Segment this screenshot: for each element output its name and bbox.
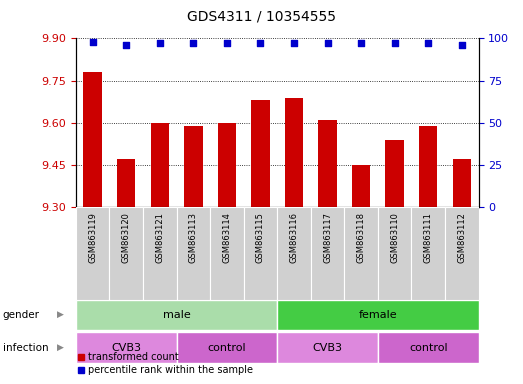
Bar bbox=[176, 207, 210, 300]
Point bbox=[189, 40, 198, 46]
Text: GSM863121: GSM863121 bbox=[155, 212, 164, 263]
Text: ▶: ▶ bbox=[56, 310, 63, 319]
Text: infection: infection bbox=[3, 343, 48, 353]
Point bbox=[122, 42, 130, 48]
Text: GSM863113: GSM863113 bbox=[189, 212, 198, 263]
Point bbox=[290, 40, 298, 46]
Text: CVB3: CVB3 bbox=[111, 343, 141, 353]
Text: CVB3: CVB3 bbox=[313, 343, 343, 353]
Text: GSM863112: GSM863112 bbox=[457, 212, 467, 263]
Text: GSM863111: GSM863111 bbox=[424, 212, 433, 263]
Point bbox=[256, 40, 265, 46]
Point bbox=[424, 40, 433, 46]
Bar bbox=[419, 126, 437, 207]
Point bbox=[357, 40, 365, 46]
Bar bbox=[378, 332, 479, 363]
Text: ▶: ▶ bbox=[56, 343, 63, 352]
Text: GSM863114: GSM863114 bbox=[222, 212, 231, 263]
Point bbox=[223, 40, 231, 46]
Bar bbox=[218, 123, 236, 207]
Bar bbox=[378, 207, 412, 300]
Bar bbox=[83, 72, 102, 207]
Bar bbox=[344, 207, 378, 300]
Bar bbox=[210, 207, 244, 300]
Text: GSM863118: GSM863118 bbox=[357, 212, 366, 263]
Bar bbox=[76, 300, 277, 330]
Text: control: control bbox=[409, 343, 448, 353]
Bar bbox=[143, 207, 176, 300]
Bar bbox=[452, 159, 471, 207]
Text: GSM863119: GSM863119 bbox=[88, 212, 97, 263]
Bar bbox=[277, 332, 378, 363]
Bar bbox=[176, 332, 277, 363]
Bar bbox=[251, 100, 270, 207]
Text: GDS4311 / 10354555: GDS4311 / 10354555 bbox=[187, 10, 336, 23]
Text: GSM863110: GSM863110 bbox=[390, 212, 399, 263]
Bar bbox=[76, 207, 109, 300]
Point bbox=[323, 40, 332, 46]
Point bbox=[88, 39, 97, 45]
Bar bbox=[184, 126, 202, 207]
Bar bbox=[311, 207, 344, 300]
Text: gender: gender bbox=[3, 310, 40, 320]
Bar bbox=[151, 123, 169, 207]
Bar bbox=[352, 165, 370, 207]
Text: control: control bbox=[208, 343, 246, 353]
Bar bbox=[285, 98, 303, 207]
Point bbox=[391, 40, 399, 46]
Text: female: female bbox=[359, 310, 397, 320]
Legend: transformed count, percentile rank within the sample: transformed count, percentile rank withi… bbox=[73, 348, 257, 379]
Bar bbox=[244, 207, 277, 300]
Text: GSM863120: GSM863120 bbox=[122, 212, 131, 263]
Bar bbox=[319, 120, 337, 207]
Bar bbox=[277, 207, 311, 300]
Bar bbox=[109, 207, 143, 300]
Bar bbox=[412, 207, 445, 300]
Bar bbox=[385, 140, 404, 207]
Text: male: male bbox=[163, 310, 190, 320]
Bar bbox=[76, 332, 176, 363]
Bar bbox=[117, 159, 135, 207]
Point bbox=[155, 40, 164, 46]
Bar bbox=[277, 300, 479, 330]
Bar bbox=[445, 207, 479, 300]
Text: GSM863115: GSM863115 bbox=[256, 212, 265, 263]
Point bbox=[458, 42, 466, 48]
Text: GSM863116: GSM863116 bbox=[289, 212, 299, 263]
Text: GSM863117: GSM863117 bbox=[323, 212, 332, 263]
